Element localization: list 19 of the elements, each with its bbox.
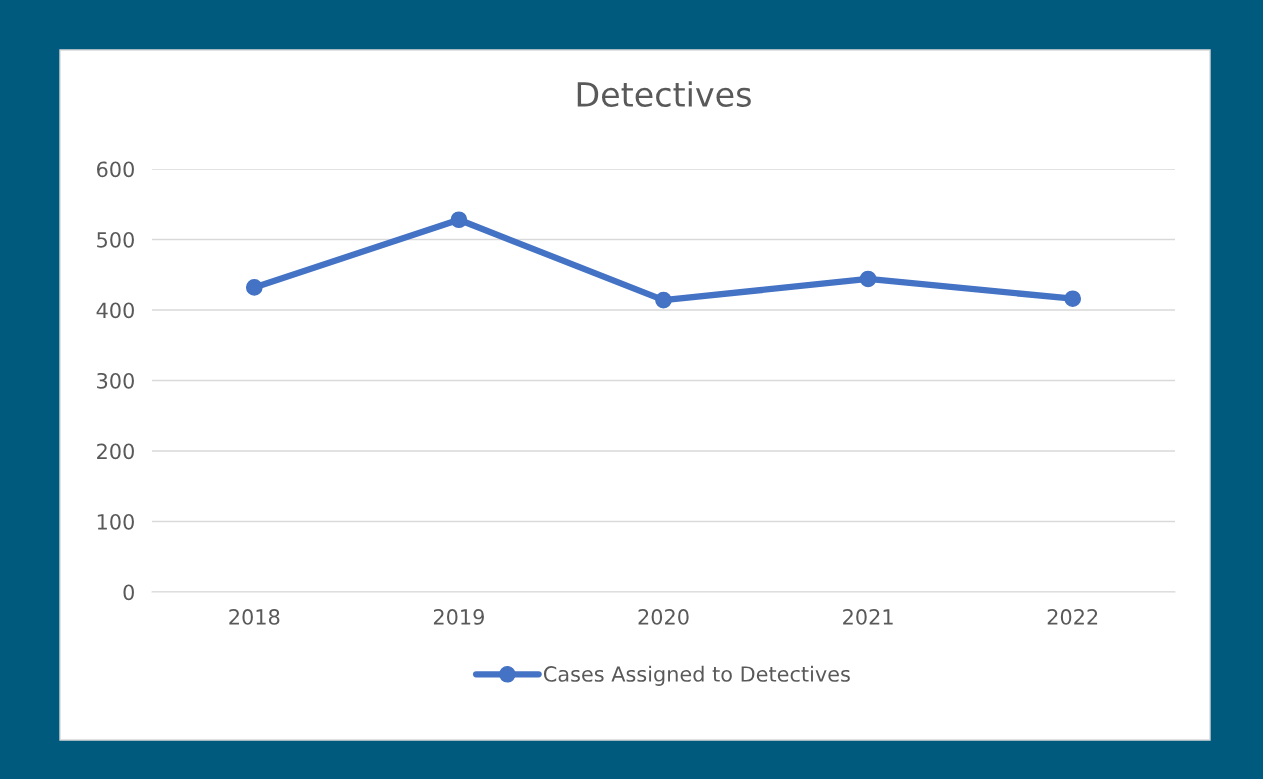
y-tick-label: 600: [97, 161, 134, 178]
point: [450, 211, 468, 229]
y-tick-label: 500: [97, 231, 134, 248]
x-tick-label: 2019: [433, 609, 484, 625]
legend-label: Cases Assigned to Detectives: [543, 665, 850, 686]
x-tick-label: 2021: [843, 609, 893, 625]
x-tick-label: 2022: [1047, 609, 1098, 625]
chart-title: Detectives: [577, 81, 751, 107]
x-tick-label: 2018: [229, 609, 280, 625]
point: [245, 279, 263, 296]
y-tick-label: 200: [97, 443, 134, 460]
x-tick-label: 2020: [638, 609, 689, 625]
point: [655, 291, 672, 309]
point: [859, 270, 877, 288]
point: [1064, 290, 1082, 308]
y-tick-label: 0: [123, 584, 134, 601]
y-tick-label: 100: [97, 513, 134, 530]
y-tick-label: 300: [97, 372, 134, 389]
y-tick-label: 400: [96, 302, 134, 319]
